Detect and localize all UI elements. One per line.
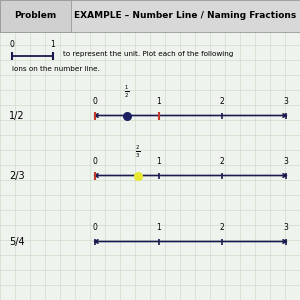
Bar <box>0 0 70 32</box>
Text: 1/2: 1/2 <box>9 110 25 121</box>
Text: to represent the unit. Plot each of the following: to represent the unit. Plot each of the … <box>63 51 233 57</box>
Text: 1: 1 <box>156 97 161 106</box>
Text: 0: 0 <box>10 40 14 49</box>
Text: EXAMPLE – Number Line / Naming Fractions: EXAMPLE – Number Line / Naming Fractions <box>74 11 296 20</box>
Text: 3: 3 <box>283 157 288 166</box>
Bar <box>0 0 300 32</box>
Text: $\mathregular{\frac{2}{3}}$: $\mathregular{\frac{2}{3}}$ <box>135 144 140 160</box>
Text: 0: 0 <box>93 223 98 232</box>
Text: 1: 1 <box>156 223 161 232</box>
Text: 5/4: 5/4 <box>9 236 25 247</box>
Text: 0: 0 <box>93 97 98 106</box>
Text: 3: 3 <box>283 97 288 106</box>
Text: 1: 1 <box>50 40 55 49</box>
Text: 1: 1 <box>156 157 161 166</box>
Text: 0: 0 <box>93 157 98 166</box>
Text: 2: 2 <box>220 157 225 166</box>
Text: 3: 3 <box>283 223 288 232</box>
Text: Problem: Problem <box>14 11 56 20</box>
Text: 2: 2 <box>220 97 225 106</box>
Text: ions on the number line.: ions on the number line. <box>12 66 100 72</box>
Text: $\mathregular{\frac{1}{2}}$: $\mathregular{\frac{1}{2}}$ <box>124 84 130 100</box>
Text: 2: 2 <box>220 223 225 232</box>
Text: 2/3: 2/3 <box>9 170 25 181</box>
